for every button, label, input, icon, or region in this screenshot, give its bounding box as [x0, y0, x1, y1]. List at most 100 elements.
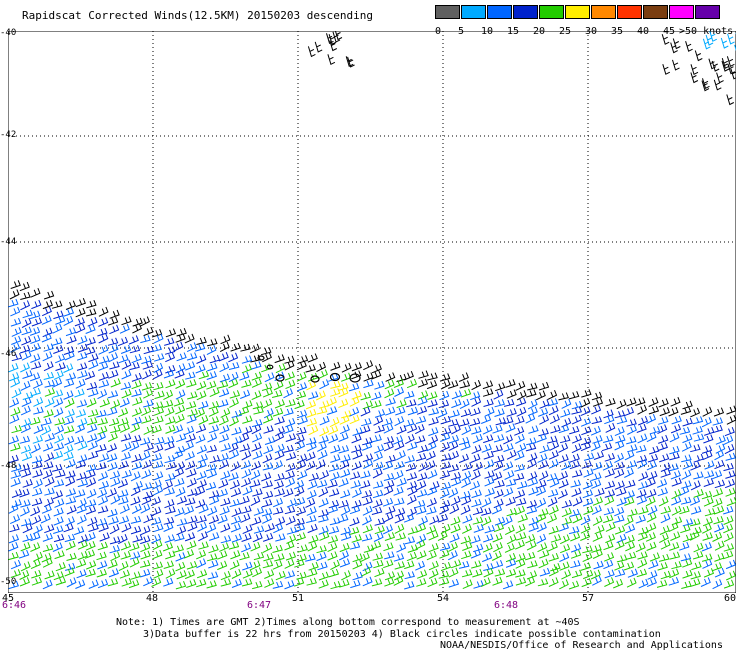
wind-barb — [447, 550, 458, 561]
wind-barb — [513, 472, 525, 481]
wind-barb — [186, 579, 197, 588]
wind-barb — [625, 541, 636, 552]
wind-barb — [41, 306, 52, 317]
wind-barb — [274, 416, 285, 425]
wind-barb — [305, 451, 316, 462]
legend-swatch — [513, 5, 538, 19]
wind-barb — [394, 461, 405, 470]
wind-barb — [253, 552, 265, 561]
wind-barb — [217, 488, 228, 498]
wind-barb — [680, 406, 692, 415]
wind-barb — [593, 560, 604, 570]
wind-barb — [272, 506, 284, 515]
wind-barb — [406, 472, 418, 481]
wind-barb — [626, 418, 637, 427]
wind-barb — [186, 414, 197, 424]
wind-barb — [249, 343, 260, 354]
wind-barb — [75, 409, 87, 418]
legend-swatch — [565, 5, 590, 19]
wind-barb — [348, 526, 360, 536]
wind-barb — [218, 479, 229, 489]
wind-barb — [76, 472, 87, 481]
wind-barb — [338, 499, 349, 509]
wind-barb — [153, 406, 165, 416]
wind-barb — [682, 569, 693, 579]
wind-barb — [240, 343, 251, 352]
wind-barb — [184, 505, 195, 515]
wind-barb — [55, 562, 66, 572]
wind-barb — [262, 542, 273, 554]
wind-barb — [96, 518, 108, 527]
wind-barb — [242, 524, 253, 535]
wind-barb — [480, 577, 491, 588]
wind-barb — [297, 355, 309, 364]
wind-barb — [549, 414, 560, 425]
wind-barb — [559, 552, 570, 563]
wind-barb — [327, 542, 338, 553]
wind-barb — [515, 553, 526, 563]
wind-barb — [110, 551, 121, 562]
wind-barb — [98, 480, 110, 490]
wind-barb — [505, 478, 517, 487]
wind-barb — [240, 389, 251, 399]
wind-barb — [351, 434, 362, 444]
contamination-circle — [257, 355, 265, 361]
wind-barb — [198, 541, 209, 550]
wind-barb — [372, 480, 384, 489]
wind-barb — [251, 361, 262, 370]
wind-barb — [726, 56, 735, 68]
wind-barb — [141, 355, 152, 365]
wind-barb — [425, 450, 436, 461]
wind-barb — [130, 486, 141, 497]
wind-barb — [635, 397, 646, 406]
wind-barb — [220, 470, 231, 480]
wind-barb — [330, 444, 341, 454]
wind-barb — [580, 417, 591, 427]
wind-barb — [483, 533, 494, 543]
wind-barb — [484, 477, 495, 487]
wind-barb — [176, 433, 187, 443]
wind-barb — [547, 435, 558, 444]
wind-barb — [702, 532, 713, 541]
wind-barb — [536, 479, 547, 489]
wind-barb — [473, 580, 484, 589]
wind-barb — [97, 505, 109, 514]
wind-barb — [339, 542, 350, 553]
wind-barb — [592, 549, 603, 559]
wind-barb — [209, 354, 221, 364]
wind-barb — [284, 541, 295, 551]
wind-barb — [19, 281, 30, 292]
wind-barb — [690, 72, 699, 84]
wind-barb — [438, 570, 450, 579]
wind-barb — [264, 569, 275, 579]
wind-barb — [285, 462, 296, 472]
wind-barb — [119, 504, 130, 514]
wind-barb — [88, 523, 99, 532]
wind-barb — [548, 525, 559, 535]
wind-barb — [384, 479, 395, 489]
wind-barb — [53, 397, 64, 408]
wind-barb — [647, 453, 659, 463]
wind-barb — [505, 558, 517, 568]
wind-barb — [384, 551, 395, 560]
wind-barb — [228, 541, 240, 550]
wind-barb — [42, 300, 53, 310]
wind-barb — [425, 460, 436, 471]
wind-barb — [515, 433, 525, 444]
wind-barb — [76, 569, 87, 579]
wind-barb — [319, 415, 330, 426]
wind-barb — [627, 424, 637, 435]
wind-barb — [153, 362, 164, 374]
wind-barb — [338, 382, 349, 391]
wind-barb — [186, 477, 197, 488]
wind-barb — [21, 397, 32, 407]
wind-barbs — [8, 31, 736, 590]
wind-barb — [98, 379, 110, 388]
wind-barb — [374, 444, 385, 454]
wind-barb — [143, 399, 154, 408]
wind-barb — [107, 559, 118, 569]
wind-barb — [471, 560, 482, 569]
wind-barb — [703, 470, 715, 479]
wind-barb — [470, 453, 481, 464]
wind-barb — [141, 482, 153, 491]
